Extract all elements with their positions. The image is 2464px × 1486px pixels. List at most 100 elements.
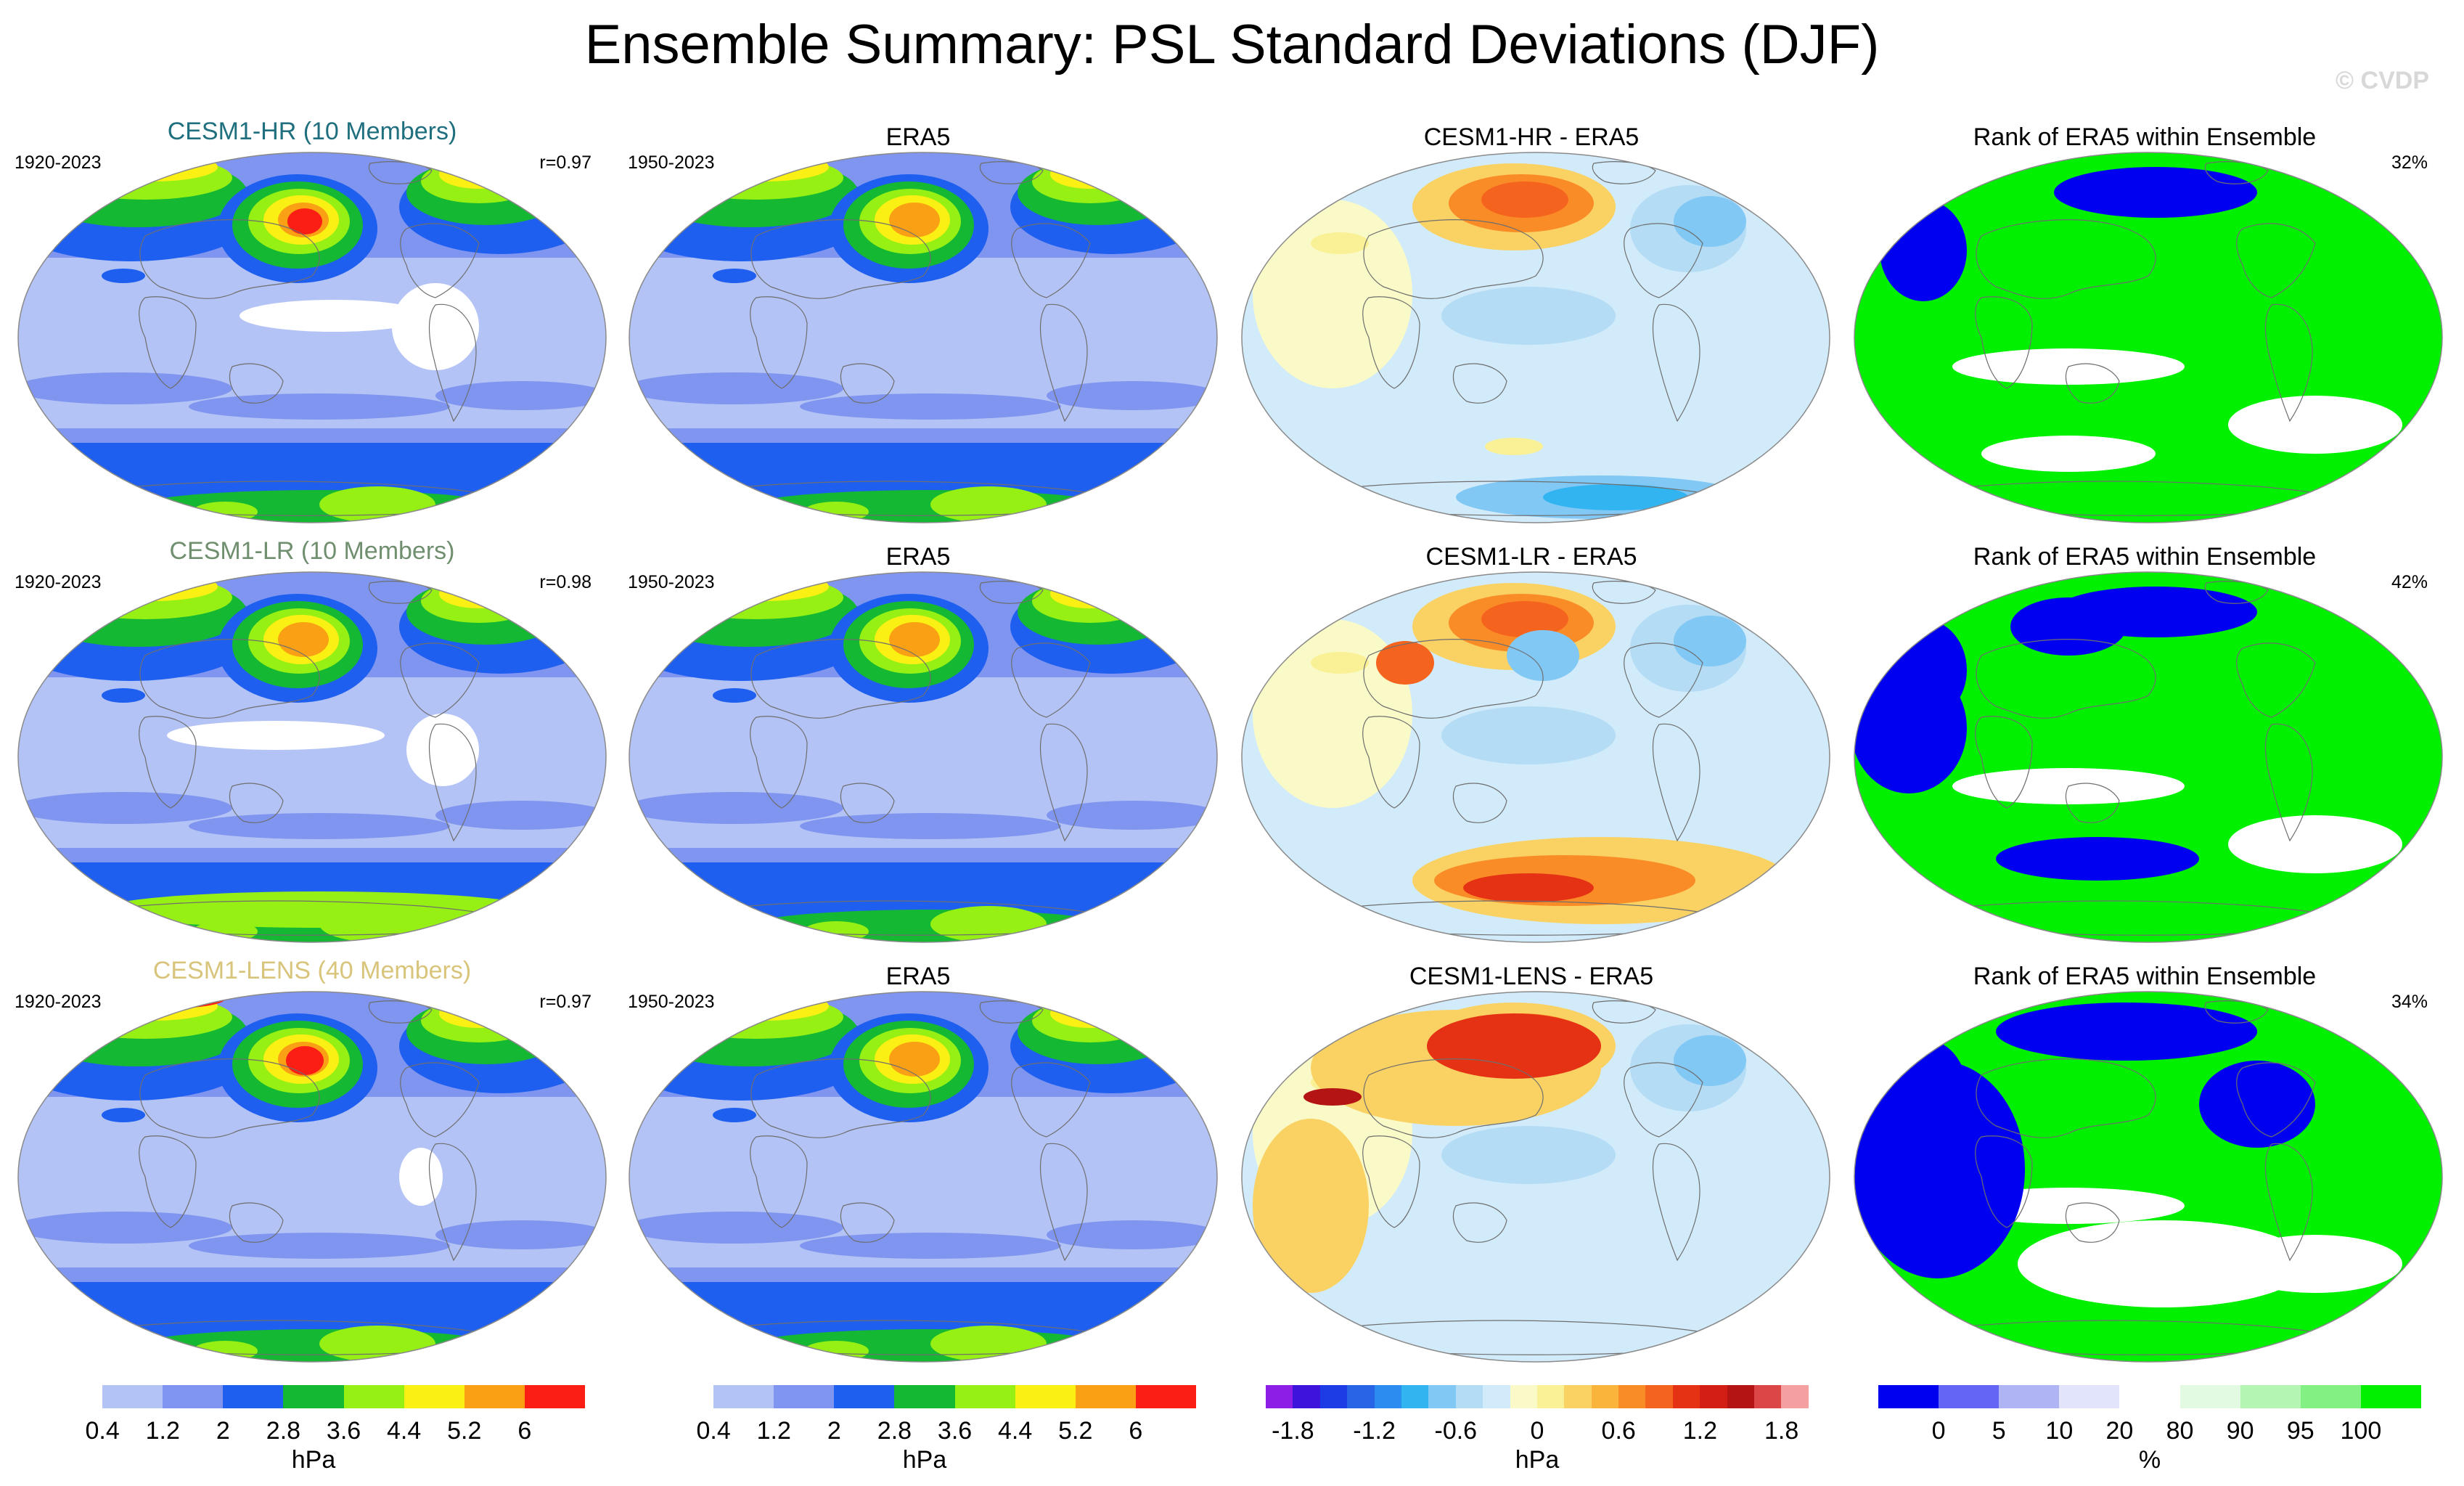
coastline	[1592, 1000, 1656, 1024]
rank-title-row1: Rank of ERA5 within Ensemble	[1973, 123, 2317, 151]
model-years-row1: 1920-2023	[15, 152, 102, 173]
coastline	[2264, 723, 2313, 842]
map-border	[1854, 152, 2443, 523]
field-region	[109, 572, 210, 589]
model-title-row2: CESM1-LR (10 Members)	[169, 537, 455, 565]
colorbar-tick-label: 10	[2045, 1417, 2074, 1445]
colorbar-swatch	[1075, 1385, 1136, 1408]
coastline	[229, 783, 284, 823]
colorbar-swatch	[223, 1385, 284, 1408]
coastline	[1976, 639, 2156, 719]
field-region	[1303, 1088, 1362, 1106]
field-region	[930, 486, 1047, 523]
colorbar-swatch	[1591, 1385, 1619, 1408]
field-region	[189, 813, 450, 839]
map-rank-row1	[1851, 149, 2446, 526]
model-years-row3: 1920-2023	[15, 992, 102, 1012]
colorbar-tick-label: -1.2	[1353, 1417, 1396, 1445]
field-region	[803, 502, 869, 522]
rank-title-row3: Rank of ERA5 within Ensemble	[1973, 963, 2317, 990]
map-border	[629, 152, 1218, 523]
field-region	[1032, 999, 1148, 1042]
field-region	[421, 999, 537, 1042]
field-region	[1880, 200, 1967, 301]
field-region	[240, 300, 428, 332]
colorbar-tick-label: 80	[2166, 1417, 2194, 1445]
colorbar-tick-label: 3.6	[326, 1417, 361, 1445]
colorbar-tick-label: 1.2	[1682, 1417, 1718, 1445]
colorbar-swatch	[1510, 1385, 1537, 1408]
field-region	[1047, 381, 1217, 410]
field-region	[889, 203, 940, 237]
coastline	[1975, 296, 2033, 389]
colorbar-swatch	[1700, 1385, 1727, 1408]
field-region	[109, 152, 210, 170]
colorbar-swatch	[343, 1385, 404, 1408]
colorbar-tick-label: 0.6	[1601, 1417, 1636, 1445]
coastline	[1976, 1058, 2156, 1138]
coastline	[368, 1000, 433, 1024]
field-region	[800, 393, 1061, 420]
map-border	[629, 571, 1218, 943]
coastline	[428, 723, 477, 842]
coastline	[428, 303, 477, 422]
field-region	[1996, 1003, 2257, 1061]
rank-pct-row2: 42%	[2391, 572, 2428, 592]
field-region	[2054, 167, 2257, 218]
field-region	[1032, 579, 1148, 623]
colorbar-tick-label: 20	[2105, 1417, 2134, 1445]
field-region	[1047, 1220, 1217, 1249]
field-region	[1441, 1126, 1616, 1184]
coastline	[139, 1058, 320, 1138]
field-region	[1253, 1119, 1369, 1293]
obs-years-row2: 1950-2023	[628, 572, 715, 592]
colorbar-unit-label: %	[2138, 1446, 2161, 1474]
field-region	[1674, 196, 1746, 247]
field-region	[1674, 1035, 1746, 1086]
map-border	[1241, 571, 1830, 943]
map-border	[17, 991, 607, 1363]
colorbar-swatch	[1015, 1385, 1076, 1408]
map-rank-row3	[1851, 988, 2446, 1365]
coastline	[2264, 1143, 2313, 1262]
colorbar-swatch	[1401, 1385, 1429, 1408]
obs-title-row1: ERA5	[885, 123, 951, 151]
field-region	[109, 992, 210, 1009]
colorbar-swatch	[1564, 1385, 1592, 1408]
coastline	[1452, 363, 1507, 404]
field-region	[392, 283, 479, 370]
coastline	[2204, 161, 2269, 184]
colorbar-tick-label: 6	[1129, 1417, 1143, 1445]
field-region	[435, 801, 606, 830]
field-region	[803, 1341, 869, 1361]
map-border	[17, 571, 607, 943]
colorbar-swatch	[1266, 1385, 1293, 1408]
field-region	[1481, 601, 1568, 637]
coastline	[368, 161, 433, 184]
colorbar-swatch	[713, 1385, 774, 1408]
map-diff-row1	[1238, 149, 1833, 526]
colorbar-unit-label: hPa	[291, 1446, 336, 1474]
coastline	[1039, 1143, 1088, 1262]
colorbar-tick-label: 5.2	[1058, 1417, 1093, 1445]
coastline	[750, 716, 808, 809]
field-region	[2199, 1061, 2315, 1148]
field-region	[1481, 181, 1568, 218]
colorbar-swatch	[1483, 1385, 1510, 1408]
coastline	[1592, 581, 1656, 604]
field-region	[930, 1326, 1047, 1362]
colorbar-tick-label: -1.8	[1272, 1417, 1314, 1445]
colorbar-swatch	[1618, 1385, 1646, 1408]
colorbar-swatch	[1428, 1385, 1456, 1408]
field-region	[167, 721, 385, 750]
colorbar-swatch	[774, 1385, 835, 1408]
colorbar-swatch	[1455, 1385, 1483, 1408]
coastline	[840, 1202, 895, 1243]
coastline	[368, 581, 433, 604]
coastline	[428, 1143, 477, 1262]
colorbar-tick-label: 4.4	[998, 1417, 1033, 1445]
coastline	[1362, 716, 1420, 809]
colorbar-swatch	[2179, 1385, 2240, 1408]
colorbar-swatch	[163, 1385, 224, 1408]
colorbar-swatch	[1754, 1385, 1782, 1408]
